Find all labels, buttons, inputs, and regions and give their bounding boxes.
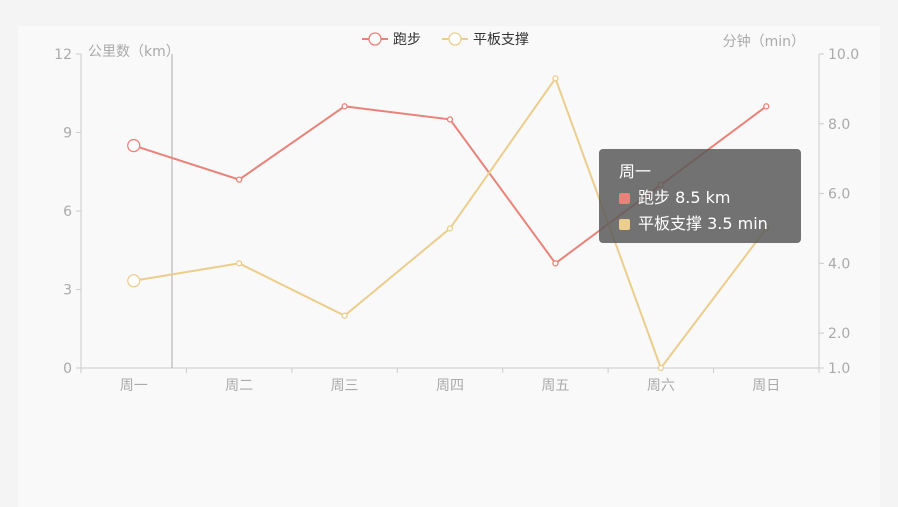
y-right-tick-label: 8.0 <box>828 117 850 133</box>
x-tick-label: 周二 <box>225 378 253 394</box>
y-left-tick-label: 12 <box>54 47 72 63</box>
data-point-0 <box>235 176 243 183</box>
tooltip-plank: 平板支撑 3.5 min <box>638 214 768 233</box>
data-point-0 <box>127 138 141 153</box>
data-point-1 <box>341 312 348 319</box>
data-point-0 <box>552 260 559 267</box>
legend-label-1: 平板支撑 <box>473 32 529 48</box>
x-tick-label: 周一 <box>120 378 148 394</box>
tooltip-row-running: 跑步 8.5 km <box>619 185 781 211</box>
tooltip-row-plank: 平板支撑 3.5 min <box>619 211 781 237</box>
tooltip-title: 周一 <box>619 162 652 181</box>
legend-label-0: 跑步 <box>393 32 421 48</box>
y-right-tick-label: 4.0 <box>828 256 850 272</box>
y-right-axis-title: 分钟（min） <box>723 33 805 50</box>
data-point-0 <box>446 116 454 123</box>
y-right-tick-label: 1.0 <box>828 361 850 377</box>
y-left-axis-title: 公里数（km） <box>88 44 180 60</box>
x-tick-label: 周四 <box>436 378 464 394</box>
tooltip: 周一 跑步 8.5 km 平板支撑 3.5 min <box>599 149 801 243</box>
y-right-tick-label: 6.0 <box>828 187 850 203</box>
y-left-tick-label: 6 <box>63 204 72 220</box>
y-right-tick-label: 2.0 <box>828 326 850 342</box>
x-tick-label: 周三 <box>331 378 359 394</box>
x-tick-label: 周日 <box>752 378 780 394</box>
legend-marker-0 <box>368 32 382 46</box>
data-point-1 <box>446 225 454 232</box>
x-tick-label: 周五 <box>541 378 569 394</box>
data-point-0 <box>763 103 770 110</box>
x-tick-label: 周六 <box>647 378 675 394</box>
data-point-1 <box>657 364 665 372</box>
data-point-1 <box>552 75 559 82</box>
y-right-tick-label: 10.0 <box>828 47 859 63</box>
y-left-tick-label: 3 <box>63 283 72 299</box>
plank-swatch <box>619 219 630 230</box>
legend-marker-1 <box>448 32 462 46</box>
y-left-tick-label: 9 <box>63 126 72 142</box>
data-point-1 <box>235 260 243 267</box>
tooltip-running: 跑步 8.5 km <box>638 188 731 207</box>
data-point-1 <box>127 274 141 288</box>
y-left-tick-label: 0 <box>63 361 72 377</box>
data-point-0 <box>341 103 348 110</box>
running-swatch <box>619 193 630 204</box>
